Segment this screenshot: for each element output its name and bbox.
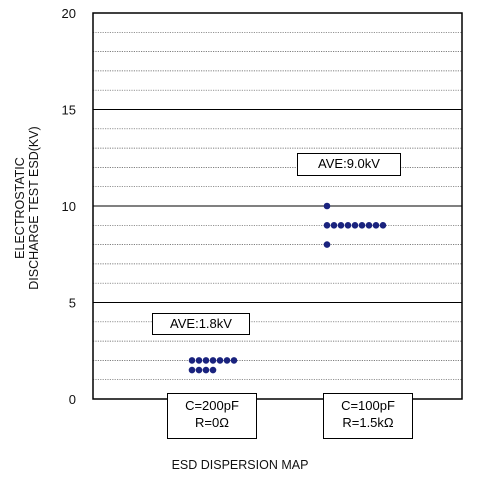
x-axis-title: ESD DISPERSION MAP [171,458,309,472]
data-point [195,357,203,364]
y-tick-label: 0 [69,392,76,407]
category-label-box-2: C=100pF R=1.5kΩ [323,393,413,439]
plot-frame [92,12,463,400]
data-points [188,202,387,374]
data-point [337,222,345,229]
data-point [323,202,331,210]
category-1-line-1: C=200pF [185,398,239,413]
data-point [365,222,373,229]
data-point [195,366,203,374]
data-point [202,357,210,364]
category-label-box-1: C=200pF R=0Ω [167,393,257,439]
y-tick-label: 10 [62,199,76,214]
data-point [230,357,238,364]
data-point [188,366,196,374]
data-point [323,222,331,229]
data-point [344,222,352,229]
data-point [372,222,380,229]
data-point [223,357,231,364]
y-axis-ticks: 0 5 10 15 20 [62,6,76,407]
y-axis-title: ELECTROSTATIC DISCHARGE TEST ESD(KV) [4,0,50,481]
category-1-line-2: R=0Ω [195,415,229,430]
y-axis-title-line-1: ELECTROSTATIC [13,157,27,259]
y-tick-label: 20 [62,6,76,21]
data-point [188,357,196,364]
annotation-ave-1: AVE:1.8kV [170,316,232,331]
y-axis-title-line-2: DISCHARGE TEST ESD(KV) [27,126,41,290]
data-point [379,222,387,229]
data-point [202,366,210,374]
annotation-ave-2: AVE:9.0kV [318,156,380,171]
data-point [209,357,217,364]
data-point [216,357,224,364]
annotation-box-2: AVE:9.0kV [297,153,401,176]
data-point [351,222,359,229]
category-2-line-2: R=1.5kΩ [342,415,394,430]
grid-lines [93,31,462,381]
data-point [330,222,338,229]
category-2-line-1: C=100pF [341,398,395,413]
annotation-box-1: AVE:1.8kV [152,313,250,335]
data-point [209,366,217,374]
data-point [358,222,366,229]
data-point [323,241,331,248]
y-tick-label: 15 [62,103,76,118]
y-tick-label: 5 [69,296,76,311]
